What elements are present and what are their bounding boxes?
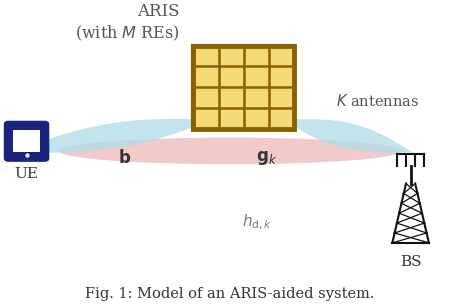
Ellipse shape xyxy=(58,138,401,164)
Text: BS: BS xyxy=(399,255,420,269)
Polygon shape xyxy=(284,119,412,152)
Text: (with $M$ REs): (with $M$ REs) xyxy=(75,23,179,43)
Bar xyxy=(269,88,292,107)
Text: Fig. 1: Model of an ARIS-aided system.: Fig. 1: Model of an ARIS-aided system. xyxy=(85,287,374,301)
Bar xyxy=(13,130,40,152)
Bar xyxy=(269,46,292,66)
Text: $\mathbf{g}_k$: $\mathbf{g}_k$ xyxy=(255,149,277,167)
Bar xyxy=(194,67,217,87)
Text: $K$ antennas: $K$ antennas xyxy=(336,92,419,108)
Polygon shape xyxy=(11,119,211,153)
Bar xyxy=(244,108,267,128)
Bar xyxy=(244,67,267,87)
Bar xyxy=(219,88,242,107)
Bar xyxy=(194,108,217,128)
Bar xyxy=(269,67,292,87)
Text: $h_{\mathrm{d},k}$: $h_{\mathrm{d},k}$ xyxy=(242,213,272,232)
Bar xyxy=(269,108,292,128)
Bar xyxy=(193,46,293,129)
FancyBboxPatch shape xyxy=(6,123,47,160)
Text: UE: UE xyxy=(15,167,39,181)
Bar xyxy=(244,46,267,66)
Text: ARIS: ARIS xyxy=(137,3,179,20)
Bar xyxy=(194,46,217,66)
Bar xyxy=(193,46,293,129)
Bar xyxy=(219,46,242,66)
Text: $\mathbf{b}$: $\mathbf{b}$ xyxy=(118,149,131,167)
Bar xyxy=(244,88,267,107)
Bar xyxy=(219,67,242,87)
Bar xyxy=(219,108,242,128)
Bar xyxy=(194,88,217,107)
